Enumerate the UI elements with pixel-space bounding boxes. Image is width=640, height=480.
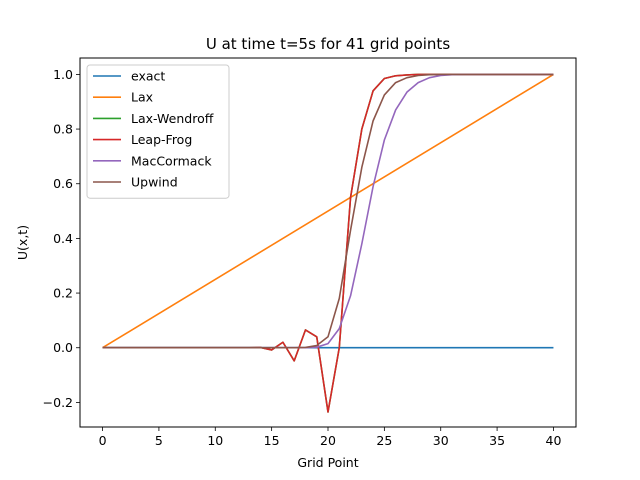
y-tick-label: 0.4 <box>53 231 73 246</box>
series-layer <box>102 73 554 413</box>
x-tick-label: 40 <box>546 433 562 448</box>
x-tick-label: 15 <box>264 433 280 448</box>
legend-box <box>86 64 230 199</box>
y-tick-label: 0.8 <box>53 122 73 137</box>
y-axis: −0.2 0.0 0.2 0.4 0.6 0.8 1.0 <box>43 67 80 410</box>
x-axis-label: Grid Point <box>297 455 358 470</box>
y-tick-label: −0.2 <box>43 395 73 410</box>
legend: exact Lax Lax-Wendroff Leap-Frog MacCormack U… <box>86 64 230 199</box>
x-tick-label: 35 <box>489 433 505 448</box>
series-line-upwind <box>102 73 554 349</box>
x-tick-label: 25 <box>376 433 392 448</box>
y-tick-label: 0.6 <box>53 176 73 191</box>
x-tick-label: 30 <box>433 433 449 448</box>
x-axis: 0 5 10 15 20 25 30 35 40 <box>99 427 562 448</box>
legend-label: Lax <box>131 90 153 105</box>
y-tick-label: 1.0 <box>53 67 73 82</box>
legend-label: Upwind <box>131 175 178 190</box>
legend-label: exact <box>131 69 165 84</box>
legend-label: Leap-Frog <box>131 132 192 147</box>
series-line-lax <box>102 73 554 349</box>
y-tick-label: 0.2 <box>53 286 73 301</box>
legend-label: MacCormack <box>131 153 212 168</box>
chart-title: U at time t=5s for 41 grid points <box>206 35 450 53</box>
x-tick-label: 0 <box>99 433 107 448</box>
x-tick-label: 5 <box>155 433 163 448</box>
y-axis-label: U(x,t) <box>15 225 30 260</box>
x-tick-label: 20 <box>320 433 336 448</box>
x-tick-label: 10 <box>207 433 223 448</box>
legend-label: Lax-Wendroff <box>131 111 214 126</box>
y-tick-label: 0.0 <box>53 340 73 355</box>
